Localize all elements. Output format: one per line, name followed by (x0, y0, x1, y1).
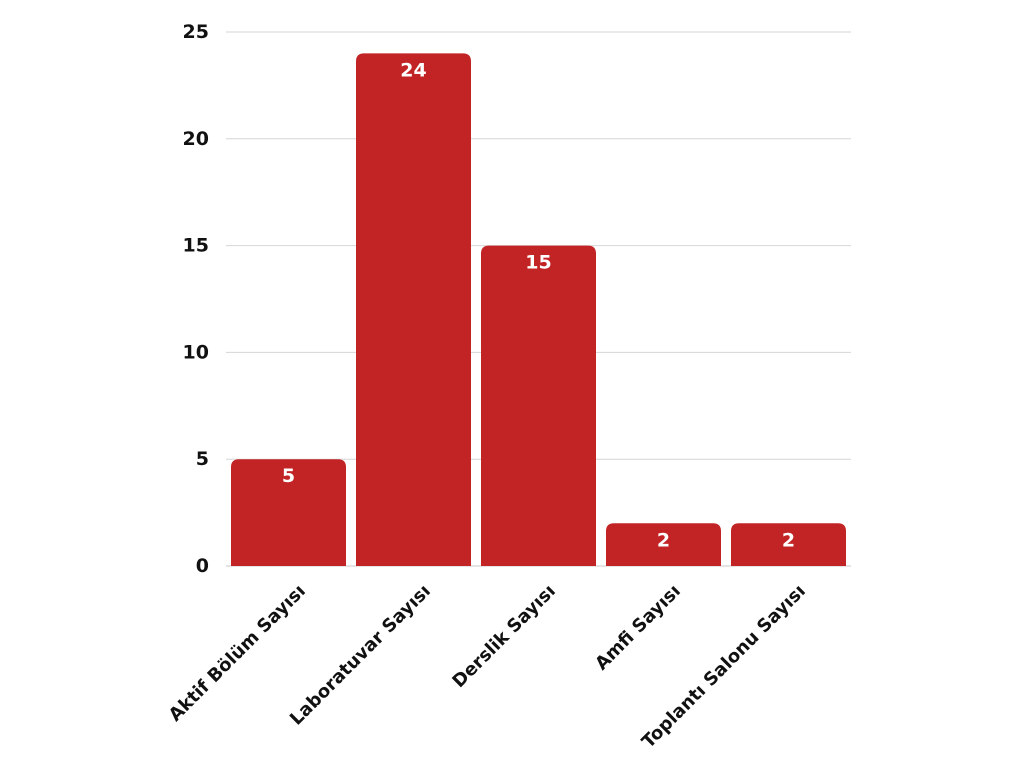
bar (731, 523, 846, 566)
bar (356, 53, 471, 567)
x-category-label: Derslik Sayısı (448, 581, 559, 692)
bar-value-label: 24 (400, 59, 426, 81)
bars (231, 53, 846, 567)
y-tick-label: 25 (183, 21, 209, 43)
bar (606, 523, 721, 566)
bar-value-label: 5 (282, 465, 295, 487)
y-tick-label: 5 (196, 448, 209, 470)
y-tick-label: 15 (183, 235, 209, 257)
bar (231, 459, 346, 566)
x-category-label: Laboratuvar Sayısı (286, 581, 435, 730)
bar (481, 245, 596, 566)
y-tick-label: 10 (183, 341, 209, 363)
data-labels: 5 24 15 2 2 (282, 59, 795, 551)
y-tick-label: 20 (183, 128, 209, 150)
y-axis-ticks: 0 5 10 15 20 25 (183, 21, 209, 577)
y-tick-label: 0 (196, 555, 209, 577)
x-category-label: Aktif Bölüm Sayısı (165, 581, 310, 726)
bar-value-label: 2 (657, 529, 670, 551)
bar-value-label: 2 (782, 529, 795, 551)
bar-value-label: 15 (525, 252, 551, 274)
x-category-label: Amfi Sayısı (591, 581, 685, 675)
